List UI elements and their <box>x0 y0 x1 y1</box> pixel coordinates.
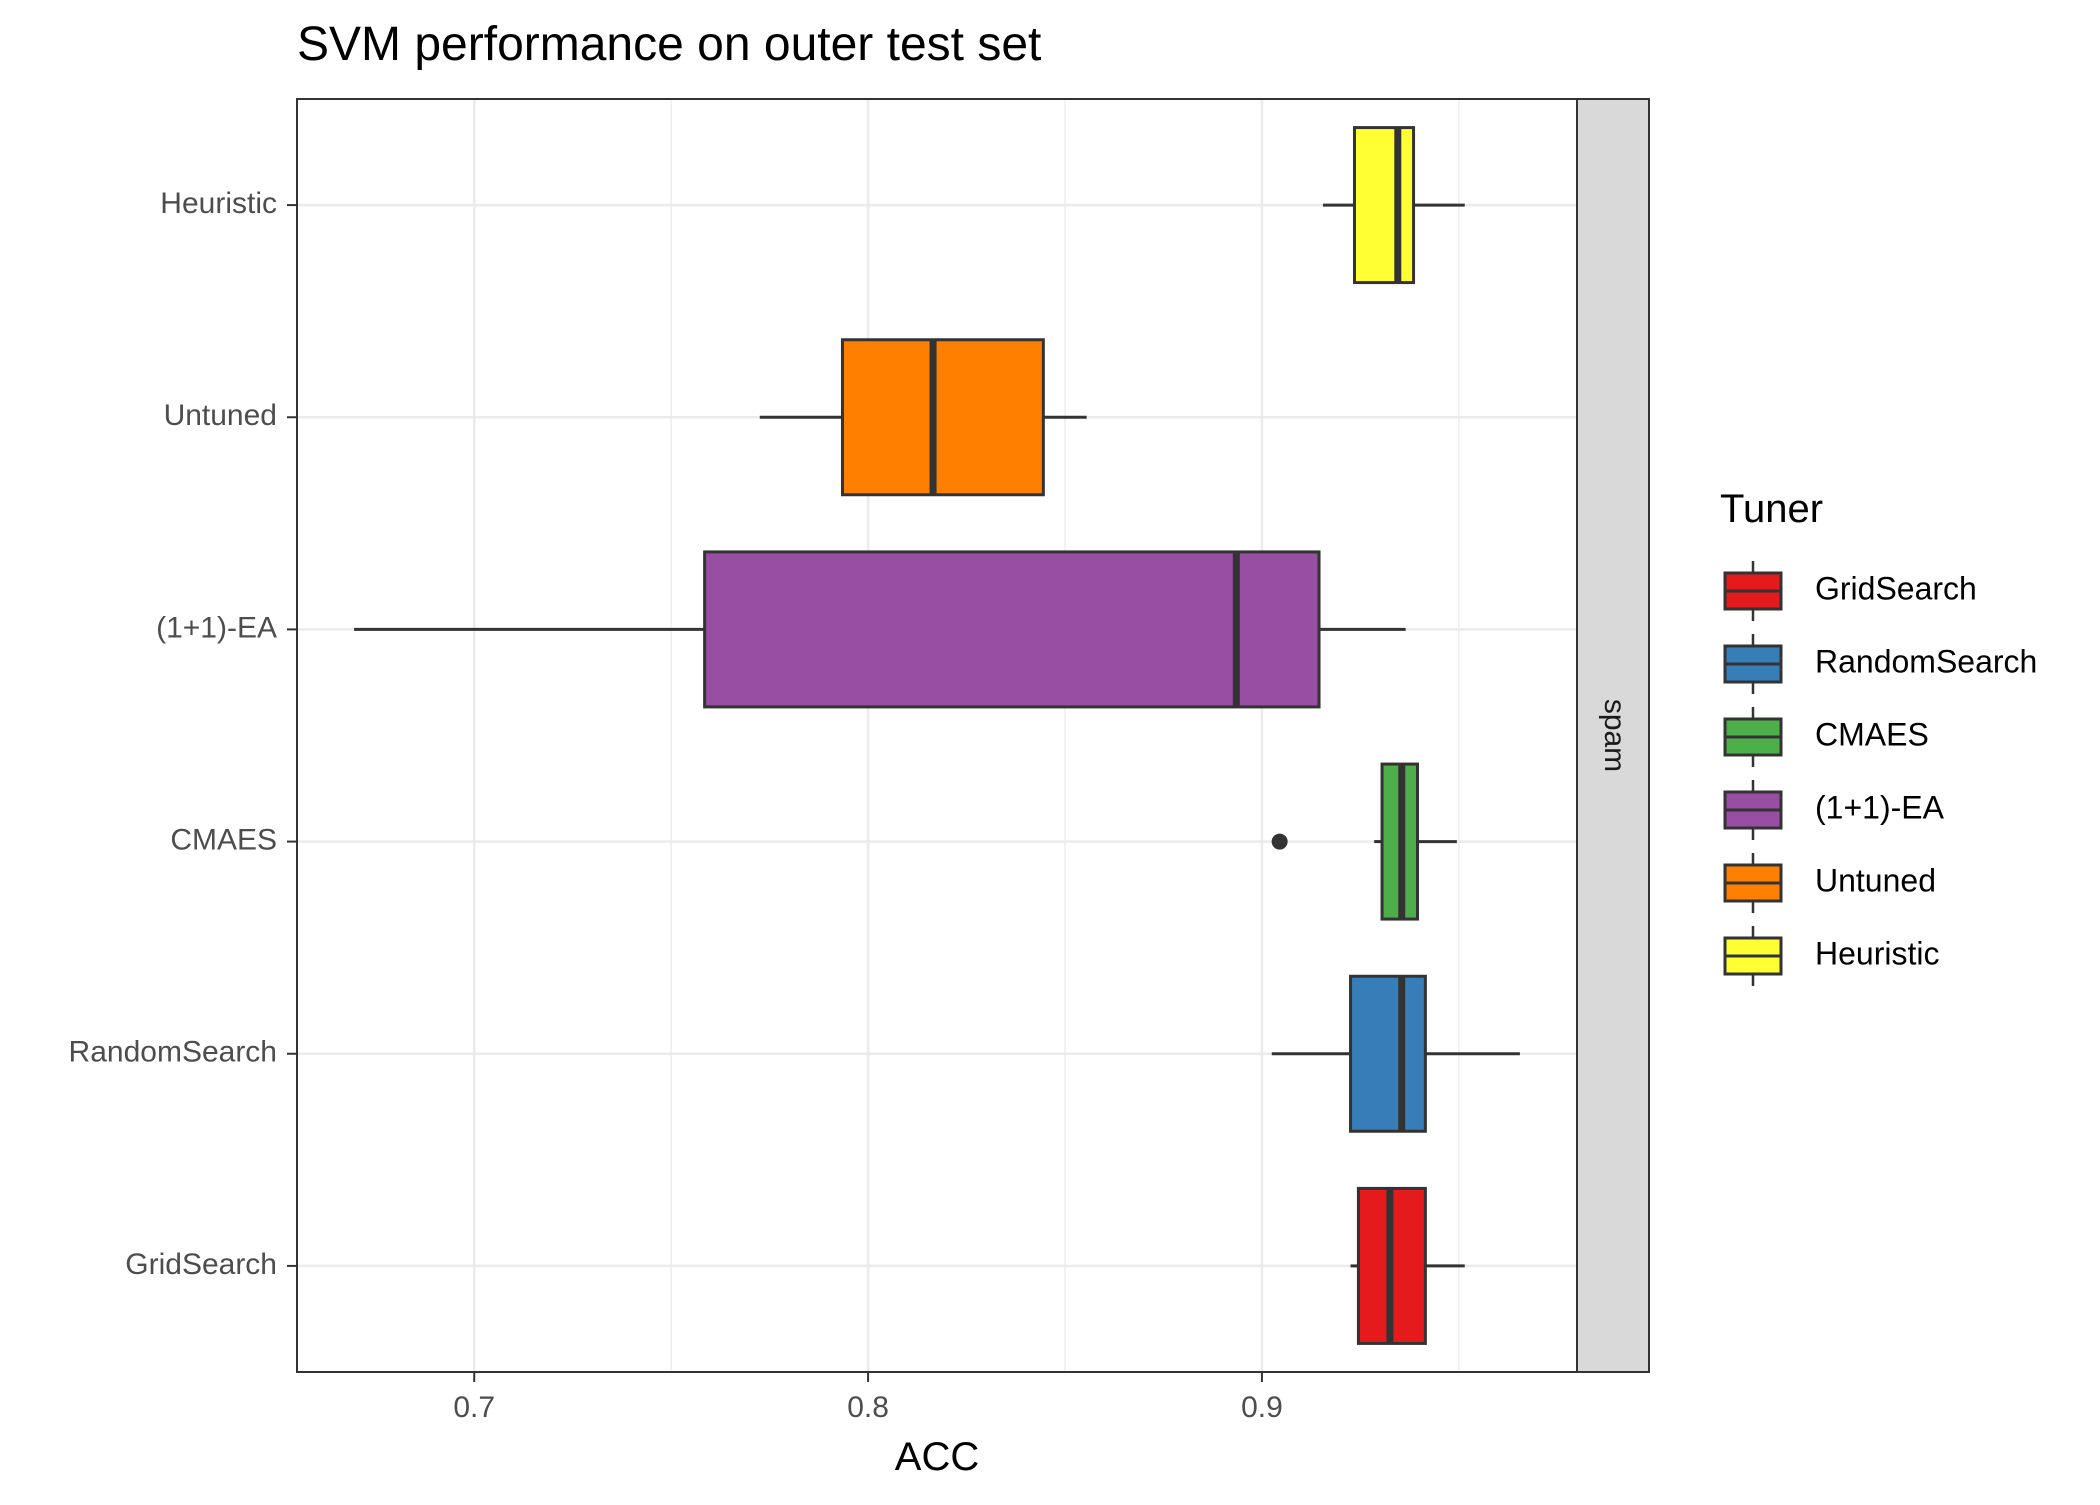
legend-title: Tuner <box>1720 487 1823 531</box>
legend-label: Heuristic <box>1815 935 1939 971</box>
y-tick-label: CMAES <box>170 824 277 857</box>
x-axis: 0.7 0.8 0.9 <box>453 1372 1283 1424</box>
box-iqr <box>703 550 1321 709</box>
legend-items: GridSearch RandomSearch CMAES (1+1)-EA Untun… <box>1723 561 2037 986</box>
y-tick-label: GridSearch <box>125 1248 277 1281</box>
box-gridsearch <box>1350 1186 1465 1345</box>
panel-boxes <box>354 126 1520 1345</box>
y-tick-label: Heuristic <box>160 187 277 220</box>
legend-item: GridSearch <box>1723 561 1977 621</box>
y-tick-label: (1+1)-EA <box>156 611 277 644</box>
legend-item: CMAES <box>1723 707 1929 767</box>
box-iqr <box>1352 126 1416 285</box>
box-randomsearch <box>1271 974 1520 1133</box>
legend-item: RandomSearch <box>1723 634 2037 694</box>
box-iqr <box>840 338 1045 497</box>
box-untuned <box>759 338 1087 497</box>
outlier-point <box>1271 833 1288 850</box>
legend-label: Untuned <box>1815 862 1936 898</box>
legend-label: CMAES <box>1815 716 1929 752</box>
box-cmaes <box>1271 762 1457 921</box>
box--1-1-ea <box>354 550 1406 709</box>
panel-gridlines <box>297 99 1577 1372</box>
legend-item: (1+1)-EA <box>1723 780 1945 840</box>
y-tick-label: Untuned <box>164 399 277 432</box>
y-tick-label: RandomSearch <box>69 1036 277 1069</box>
panel-border <box>296 98 1578 1373</box>
legend-item: Heuristic <box>1723 926 1939 986</box>
x-axis-title: ACC <box>895 1435 979 1479</box>
chart-title: SVM performance on outer test set <box>297 18 1041 71</box>
facet-strip-label: spam <box>1598 699 1631 772</box>
x-tick-label: 0.7 <box>453 1391 495 1424</box>
legend: Tuner GridSearch RandomSearch CMAES (1+1)-E… <box>1720 487 2037 986</box>
facet-strip <box>1576 98 1650 1373</box>
box-iqr <box>1349 974 1427 1133</box>
x-tick-label: 0.9 <box>1241 1391 1283 1424</box>
y-axis: GridSearch RandomSearch CMAES (1+1)-EA Untun… <box>69 187 297 1281</box>
legend-label: (1+1)-EA <box>1815 789 1945 825</box>
legend-item: Untuned <box>1723 853 1936 913</box>
legend-label: RandomSearch <box>1815 643 2037 679</box>
legend-label: GridSearch <box>1815 570 1977 606</box>
x-tick-label: 0.8 <box>847 1391 889 1424</box>
box-heuristic <box>1322 126 1465 285</box>
